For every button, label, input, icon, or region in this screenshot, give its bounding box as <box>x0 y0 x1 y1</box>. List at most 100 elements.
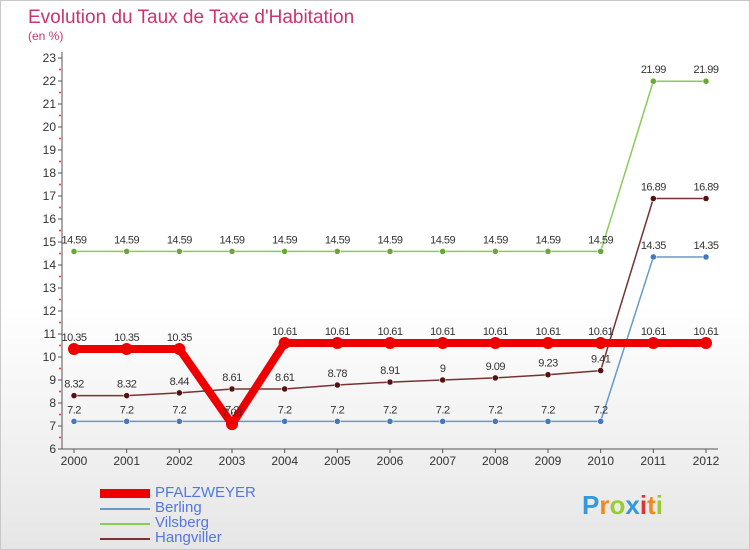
y-minor-tick <box>59 137 61 140</box>
data-point-vilsberg <box>123 248 130 255</box>
data-label-hangviller: 9.41 <box>591 354 611 366</box>
data-label-pfalzweyer: 10.61 <box>377 326 402 338</box>
data-label-pfalzweyer: 10.61 <box>693 326 718 338</box>
x-tick-label: 2007 <box>429 454 456 468</box>
data-label-hangviller: 8.61 <box>275 372 295 384</box>
y-tick-label: 12 <box>43 304 57 318</box>
data-point-berling <box>439 418 446 425</box>
data-point-berling <box>597 418 604 425</box>
data-label-berling: 7.2 <box>120 404 134 416</box>
data-point-berling <box>702 253 710 261</box>
data-point-vilsberg <box>386 248 394 255</box>
x-tick-label: 2001 <box>113 454 140 468</box>
data-label-berling: 7.2 <box>383 404 397 416</box>
data-point-hangviller <box>597 367 604 374</box>
data-point-vilsberg <box>439 248 446 255</box>
data-label-hangviller: 8.44 <box>170 376 190 388</box>
data-point-hangviller <box>386 378 394 386</box>
y-minor-tick <box>59 114 61 117</box>
data-point-hangviller <box>228 385 236 393</box>
chart-title: Evolution du Taux de Taxe d'Habitation <box>28 7 355 28</box>
data-point-hangviller <box>281 385 288 393</box>
x-tick-label: 2012 <box>693 454 720 468</box>
data-point-vilsberg <box>228 248 236 255</box>
legend-swatch-vilsberg <box>100 523 150 525</box>
data-point-hangviller <box>650 195 657 202</box>
data-point-pfalzweyer <box>384 336 396 349</box>
data-label-hangviller: 8.32 <box>64 379 84 391</box>
y-minor-tick <box>59 160 61 163</box>
data-label-hangviller: 9 <box>440 363 446 375</box>
x-tick-label: 2011 <box>640 454 666 468</box>
y-minor-tick <box>59 252 61 255</box>
data-point-berling <box>70 418 78 425</box>
y-minor-tick <box>59 68 61 71</box>
x-tick-label: 2009 <box>535 454 562 468</box>
data-label-berling: 7.2 <box>172 404 186 416</box>
data-label-vilsberg: 21.99 <box>641 64 666 76</box>
data-point-hangviller <box>439 376 446 384</box>
data-point-berling <box>176 418 183 425</box>
y-minor-tick <box>59 413 61 416</box>
data-point-vilsberg <box>597 248 604 255</box>
y-minor-tick <box>59 344 61 347</box>
data-point-vilsberg <box>650 77 657 85</box>
data-point-pfalzweyer <box>436 336 449 349</box>
data-label-pfalzweyer: 10.35 <box>61 332 86 344</box>
data-point-berling <box>544 418 552 425</box>
y-minor-tick <box>59 367 61 370</box>
logo-letter: i <box>639 490 648 520</box>
x-tick-label: 2008 <box>482 454 509 468</box>
data-label-vilsberg: 14.59 <box>430 234 455 246</box>
data-label-hangviller: 8.91 <box>380 365 400 377</box>
x-tick-label: 2006 <box>377 454 404 468</box>
data-point-hangviller <box>70 392 78 399</box>
data-label-berling: 7.2 <box>67 404 81 416</box>
x-tick-label: 2010 <box>587 454 614 468</box>
y-tick-label: 8 <box>49 396 56 410</box>
logo-letter: x <box>625 490 640 520</box>
y-tick-label: 18 <box>43 166 57 180</box>
data-point-pfalzweyer <box>594 336 607 349</box>
y-tick-label: 6 <box>49 442 56 456</box>
data-point-pfalzweyer <box>647 336 660 349</box>
data-label-berling: 14.35 <box>641 240 666 252</box>
data-point-berling <box>123 418 130 425</box>
data-label-hangviller: 16.89 <box>693 182 718 194</box>
data-point-berling <box>650 253 657 261</box>
data-label-hangviller: 9.23 <box>538 358 558 370</box>
legend-swatch-hangviller <box>100 538 150 540</box>
logo-letter: o <box>609 490 626 520</box>
data-label-berling: 7.2 <box>488 404 502 416</box>
y-minor-tick <box>59 436 61 439</box>
data-label-pfalzweyer: 7.08 <box>222 407 242 419</box>
data-point-hangviller <box>123 392 130 399</box>
data-point-pfalzweyer <box>120 342 133 355</box>
data-point-vilsberg <box>492 248 499 255</box>
data-label-hangviller: 16.89 <box>641 182 666 194</box>
y-minor-tick <box>59 229 61 232</box>
legend-label: Hangviller <box>155 529 222 546</box>
y-tick-label: 7 <box>49 419 56 433</box>
chart-subtitle: (en %) <box>28 29 64 43</box>
data-label-vilsberg: 14.59 <box>325 234 350 246</box>
legend-label: PFALZWEYER <box>155 484 256 501</box>
y-tick-label: 22 <box>43 74 57 88</box>
data-label-pfalzweyer: 10.61 <box>588 326 613 338</box>
x-tick-label: 2000 <box>61 454 88 468</box>
logo-letter: i <box>655 490 663 520</box>
x-tick-label: 2005 <box>324 454 351 468</box>
y-tick-label: 10 <box>43 350 57 364</box>
x-tick-label: 2004 <box>271 454 298 468</box>
y-tick-label: 15 <box>43 235 57 249</box>
data-point-berling <box>281 418 288 425</box>
legend-swatch-berling <box>100 508 150 510</box>
y-tick-label: 23 <box>43 51 57 65</box>
data-point-pfalzweyer <box>68 342 80 355</box>
data-label-pfalzweyer: 10.61 <box>483 326 508 338</box>
y-minor-tick <box>59 183 61 186</box>
data-point-pfalzweyer <box>278 336 291 349</box>
legend-label: Vilsberg <box>155 514 209 531</box>
data-label-pfalzweyer: 10.61 <box>272 326 297 338</box>
